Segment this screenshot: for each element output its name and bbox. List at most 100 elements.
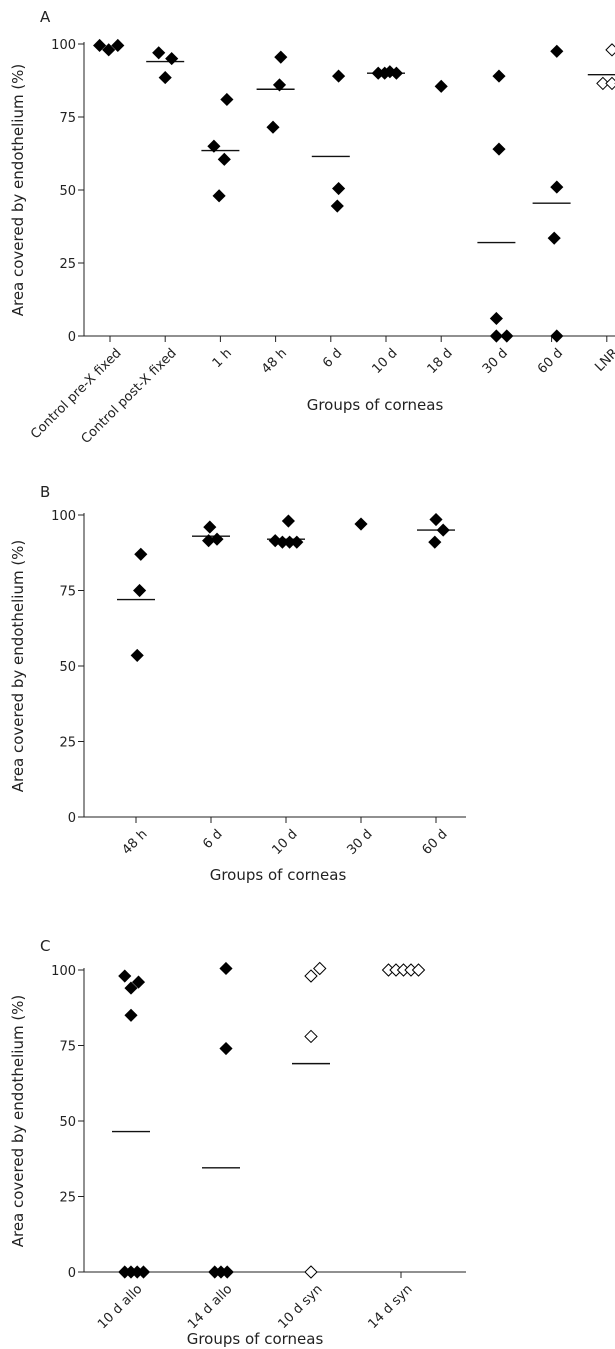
x-tick-label: LNR	[592, 346, 615, 375]
x-tick-label: 30 d	[344, 827, 375, 858]
filled-diamond-point	[550, 329, 564, 343]
filled-diamond-point	[158, 71, 172, 85]
filled-diamond-point	[489, 311, 503, 326]
panel-C: C 0 25 50 75 100 Area covered by endothelium (…	[9, 937, 466, 1348]
open-diamond-point	[304, 1265, 318, 1279]
open-diamond-point	[605, 43, 615, 57]
x-axis-title: Groups of corneas	[210, 866, 347, 884]
filled-diamond-point	[210, 532, 224, 546]
filled-diamond-point	[550, 180, 564, 194]
filled-diamond-point	[492, 69, 506, 83]
x-tick-label: 60 d	[535, 346, 566, 377]
x-tick-label: 10 d	[269, 827, 300, 858]
filled-diamond-point	[332, 69, 346, 83]
open-diamond-point	[411, 963, 426, 977]
filled-diamond-point	[165, 52, 179, 66]
panel-B: B 0 25 50 75 100 Area covered by endothelium (…	[9, 483, 466, 884]
filled-diamond-point	[354, 517, 368, 531]
x-tick-label: 14 d syn	[365, 1282, 415, 1332]
filled-diamond-point	[124, 981, 138, 995]
filled-diamond-point	[266, 120, 280, 134]
y-axis-title: Area covered by endothelium (%)	[9, 995, 27, 1248]
x-tick-label: 30 d	[480, 346, 511, 377]
y-tick-label: 0	[68, 330, 76, 345]
filled-diamond-point	[207, 139, 221, 153]
filled-diamond-point	[212, 189, 226, 203]
x-tick-label: 14 d allo	[185, 1282, 235, 1332]
x-tick-label: 48 h	[259, 346, 290, 377]
filled-diamond-point	[203, 520, 217, 534]
open-diamond-point	[304, 1029, 318, 1044]
x-tick-label: 6 d	[200, 827, 225, 852]
filled-diamond-point	[133, 583, 147, 598]
filled-diamond-point	[102, 43, 116, 57]
y-tick-label: 0	[68, 1266, 76, 1281]
filled-diamond-point	[436, 523, 450, 537]
filled-diamond-point	[272, 78, 287, 92]
filled-diamond-point	[429, 512, 443, 527]
filled-diamond-point	[274, 50, 288, 64]
filled-diamond-point	[219, 1041, 233, 1056]
x-tick-label: 6 d	[320, 346, 345, 371]
filled-diamond-point	[219, 961, 233, 976]
filled-diamond-point	[152, 46, 166, 60]
x-tick-label: 10 d syn	[275, 1282, 325, 1332]
y-tick-label: 25	[59, 736, 76, 751]
x-tick-label: Control post-X fixed	[79, 346, 180, 447]
filled-diamond-point	[290, 535, 304, 549]
filled-diamond-point	[134, 547, 148, 561]
filled-diamond-point	[489, 329, 503, 343]
y-tick-label: 100	[51, 38, 76, 53]
filled-diamond-point	[124, 1008, 138, 1022]
x-tick-label: 60 d	[419, 827, 450, 858]
filled-diamond-point	[130, 648, 144, 662]
x-axis-title: Groups of corneas	[307, 396, 444, 414]
x-tick-label: 48 h	[119, 827, 150, 858]
panel-A: A 0 25 50 75 100 Area covered by endothelium (…	[9, 8, 615, 447]
y-tick-label: 100	[51, 509, 76, 524]
x-axis-title: Groups of corneas	[187, 1330, 324, 1348]
filled-diamond-point	[220, 92, 234, 107]
y-tick-label: 50	[59, 1115, 76, 1130]
panel-letter: A	[40, 8, 51, 26]
filled-diamond-point	[434, 79, 448, 93]
y-axis-title: Area covered by endothelium (%)	[9, 540, 27, 793]
filled-diamond-point	[281, 514, 295, 528]
y-axis-title: Area covered by endothelium (%)	[9, 64, 27, 317]
filled-diamond-point	[136, 1265, 151, 1279]
y-tick-label: 0	[68, 811, 76, 826]
filled-diamond-point	[330, 199, 344, 213]
y-tick-label: 75	[59, 1040, 76, 1055]
open-diamond-point	[313, 961, 327, 976]
open-diamond-point	[304, 969, 318, 983]
open-diamond-point	[605, 76, 615, 91]
filled-diamond-point	[93, 38, 107, 53]
y-tick-label: 25	[59, 257, 76, 272]
y-tick-label: 50	[59, 660, 76, 675]
filled-diamond-point	[550, 44, 564, 58]
filled-diamond-point	[389, 66, 403, 80]
x-tick-label: 10 d	[369, 346, 400, 377]
filled-diamond-point	[111, 38, 125, 53]
filled-diamond-point	[428, 535, 442, 549]
x-tick-label: 1 h	[210, 346, 235, 371]
x-tick-label: 10 d allo	[95, 1282, 145, 1332]
y-tick-label: 25	[59, 1191, 76, 1206]
filled-diamond-point	[217, 152, 231, 166]
y-tick-label: 75	[59, 111, 76, 126]
filled-diamond-point	[492, 142, 506, 156]
filled-diamond-point	[332, 181, 346, 196]
filled-diamond-point	[500, 329, 514, 343]
x-tick-label: 18 d	[425, 346, 456, 377]
y-tick-label: 100	[51, 964, 76, 979]
filled-diamond-point	[220, 1265, 234, 1279]
x-tick-label: Control pre-X fixed	[28, 346, 124, 442]
y-tick-label: 75	[59, 585, 76, 600]
filled-diamond-point	[118, 969, 132, 983]
filled-diamond-point	[131, 975, 146, 989]
open-diamond-point	[596, 76, 610, 91]
y-tick-label: 50	[59, 184, 76, 199]
filled-diamond-point	[547, 231, 561, 245]
panel-letter: C	[40, 937, 50, 955]
